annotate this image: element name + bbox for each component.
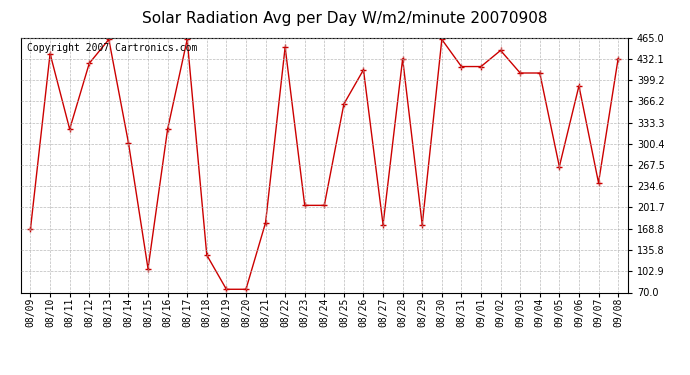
Text: Solar Radiation Avg per Day W/m2/minute 20070908: Solar Radiation Avg per Day W/m2/minute … — [142, 11, 548, 26]
Text: Copyright 2007 Cartronics.com: Copyright 2007 Cartronics.com — [27, 43, 197, 52]
